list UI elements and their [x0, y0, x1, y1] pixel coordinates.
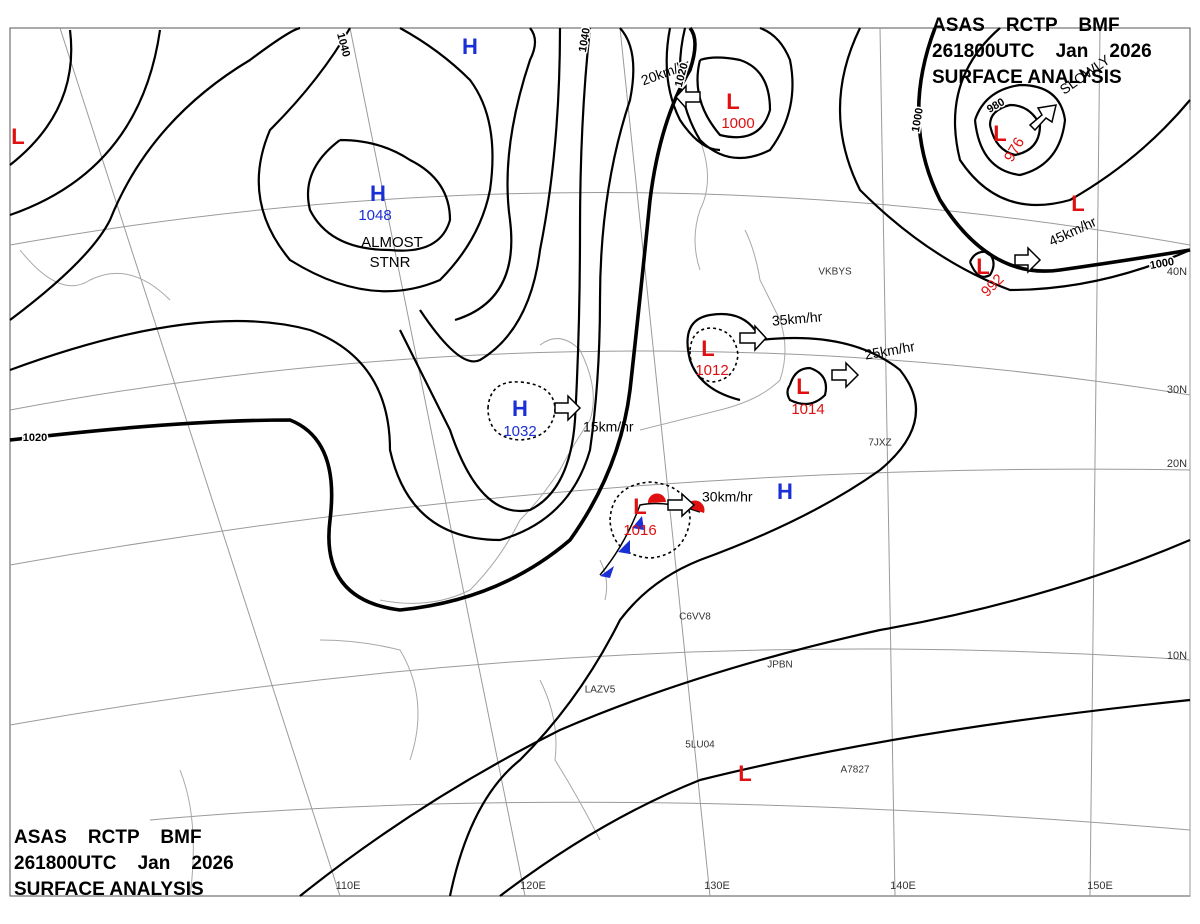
ship-id: LAZV5 [585, 685, 616, 696]
system-symbol: L [726, 89, 739, 114]
parallel [9, 192, 1191, 246]
arrow [831, 361, 860, 389]
dashed-isobar [689, 327, 739, 383]
system-pressure: 1048 [358, 207, 391, 224]
longitude-label: 140E [890, 880, 916, 892]
system-symbol: L [633, 494, 646, 519]
isobar [9, 27, 635, 542]
ship-id: A7827 [841, 765, 870, 776]
arrow [554, 394, 582, 422]
system-symbol: L [11, 124, 24, 149]
footer-line: ASAS RCTP BMF [14, 827, 202, 848]
system-pressure: 1016 [623, 522, 656, 539]
coastline [379, 338, 594, 604]
latitude-label: 30N [1167, 384, 1187, 396]
parallel [149, 801, 1191, 831]
coastline [539, 559, 608, 841]
motion-label: 30km/hr [702, 489, 753, 505]
system-symbol: H [512, 396, 528, 421]
latitude-label: 20N [1167, 458, 1187, 470]
isobar [454, 27, 537, 322]
arrow [674, 84, 701, 110]
ship-id: 7JXZ [868, 438, 891, 449]
isobar-label: 1040 [577, 27, 593, 53]
motion-arrows [554, 84, 1057, 518]
system-symbol: L [993, 121, 1006, 146]
system-symbol: L [738, 761, 751, 786]
isobar [9, 29, 73, 166]
latitude-label: 10N [1167, 650, 1187, 662]
ship-id: VKBYS [818, 267, 852, 278]
footer-line: 261800UTC Jan 2026 [14, 853, 234, 874]
map-frame [9, 27, 1191, 897]
system-pressure: 1000 [721, 115, 754, 132]
isobar [419, 27, 562, 363]
ship-id: JPBN [767, 660, 793, 671]
isobar [9, 29, 162, 217]
isobar [968, 250, 995, 278]
cold-front [600, 516, 644, 578]
isobar [973, 83, 1067, 177]
isobar [399, 27, 592, 513]
system-pressure: 1032 [503, 423, 536, 440]
system-symbol: L [1071, 191, 1084, 216]
isobar [499, 698, 1191, 897]
meridian [619, 27, 711, 897]
ship-id: C6VV8 [679, 612, 711, 623]
isobar [257, 27, 494, 293]
isobar [9, 26, 301, 321]
isobar [838, 27, 1191, 292]
motion-label: 35km/hr [771, 308, 823, 328]
system-symbol: H [462, 34, 478, 59]
longitude-label: 110E [336, 880, 361, 892]
longitude-label: 120E [520, 880, 546, 892]
meridian [59, 27, 341, 897]
isobar [299, 538, 1191, 897]
coastline [19, 139, 708, 301]
arrow [667, 492, 696, 518]
isobar [448, 336, 918, 897]
header-line: 261800UTC Jan 2026 [932, 41, 1152, 62]
system-symbol: L [796, 374, 809, 399]
header-line: SURFACE ANALYSIS [932, 67, 1122, 88]
longitude-label: 150E [1087, 880, 1113, 892]
isobar-label: 1000 [1149, 256, 1175, 272]
system-pressure: 1014 [791, 401, 824, 418]
isobar [9, 26, 697, 612]
meridian [349, 27, 526, 897]
system-symbol: H [370, 181, 386, 206]
system-symbol: L [976, 254, 989, 279]
arrow [739, 324, 768, 352]
footer-line: SURFACE ANALYSIS [14, 879, 204, 900]
isobars [9, 26, 1191, 897]
isobar [686, 312, 756, 402]
longitude-label: 130E [704, 880, 730, 892]
arrow [1014, 246, 1042, 274]
isobar-label: 1020 [23, 432, 47, 444]
header-line: ASAS RCTP BMF [932, 15, 1120, 36]
system-symbol: L [701, 336, 714, 361]
isobar [696, 56, 772, 139]
note: ALMOST [361, 234, 423, 251]
note: STNR [370, 254, 411, 271]
isobar [786, 366, 828, 406]
motion-label: 15km/hr [583, 419, 634, 435]
isobar [306, 138, 452, 252]
isobar-label: 1000 [910, 107, 926, 133]
ship-id: 5LU04 [685, 740, 715, 751]
meridian [1089, 27, 1101, 897]
isobar [953, 27, 1191, 207]
coastline [179, 639, 419, 897]
latitude-label: 40N [1167, 266, 1187, 278]
arrow [1028, 104, 1057, 132]
coastlines [19, 139, 786, 897]
labels: ASAS RCTP BMF 261800UTC Jan 2026 SURFACE A… [11, 15, 1187, 900]
coastline [639, 229, 786, 431]
system-symbol: H [777, 479, 793, 504]
system-pressure: 1012 [695, 362, 728, 379]
